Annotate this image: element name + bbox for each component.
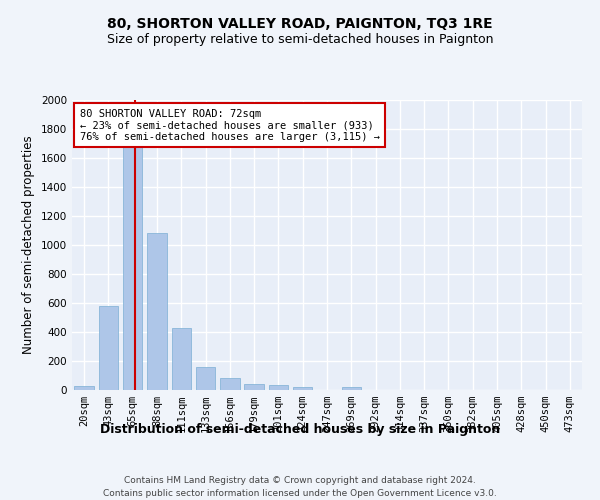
Bar xyxy=(123,146,142,390)
Bar xyxy=(147,234,167,390)
Bar xyxy=(244,384,264,390)
Text: Contains HM Land Registry data © Crown copyright and database right 2024.: Contains HM Land Registry data © Crown c… xyxy=(124,476,476,485)
Text: Contains public sector information licensed under the Open Government Licence v3: Contains public sector information licen… xyxy=(103,489,497,498)
Bar xyxy=(341,387,361,390)
Text: 80, SHORTON VALLEY ROAD, PAIGNTON, TQ3 1RE: 80, SHORTON VALLEY ROAD, PAIGNTON, TQ3 1… xyxy=(107,18,493,32)
Bar xyxy=(172,328,191,390)
Bar xyxy=(269,385,288,390)
Bar xyxy=(293,387,313,390)
Text: Distribution of semi-detached houses by size in Paignton: Distribution of semi-detached houses by … xyxy=(100,422,500,436)
Bar xyxy=(99,306,118,390)
Bar xyxy=(74,386,94,390)
Text: Size of property relative to semi-detached houses in Paignton: Size of property relative to semi-detach… xyxy=(107,32,493,46)
Bar xyxy=(196,367,215,390)
Bar xyxy=(220,378,239,390)
Text: 80 SHORTON VALLEY ROAD: 72sqm
← 23% of semi-detached houses are smaller (933)
76: 80 SHORTON VALLEY ROAD: 72sqm ← 23% of s… xyxy=(80,108,380,142)
Y-axis label: Number of semi-detached properties: Number of semi-detached properties xyxy=(22,136,35,354)
